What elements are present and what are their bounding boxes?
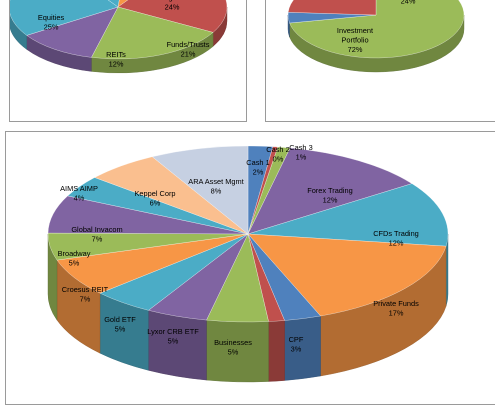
data-label-keppel-corp: Keppel Corp 6% [134, 189, 175, 208]
data-label-gold-etf: Gold ETF 5% [104, 315, 136, 334]
allocation-pie-top [287, 0, 465, 59]
pie-slice-reits [26, 6, 119, 58]
data-label-global-invacom: Global Invacom 7% [71, 225, 122, 244]
data-label-investment-portfolio: Investment Portfolio 72% [337, 26, 373, 54]
breakdown-pie-top [10, 0, 228, 60]
data-label-private-funds: Private Funds 17% [373, 299, 419, 318]
pie-slice-equities [10, 0, 119, 36]
pie-slice-funds-trusts [91, 6, 214, 60]
data-label-broadway: Broadway 5% [58, 249, 91, 268]
pie-side-segment [268, 320, 285, 382]
pie-slice-ara-asset-mgmt [151, 145, 249, 235]
data-label-cash-3: Cash 3 1% [289, 143, 312, 162]
pie-slice-cfds-trading [247, 183, 449, 247]
data-label-equities: Equities 25% [38, 13, 65, 32]
pie-slice-private-funds [247, 233, 447, 317]
chart-panel-investment-detail: Cash 1 2% Cash 2 0% Cash 3 1% Forex Trading 12%… [5, 131, 495, 405]
data-label-holding-assets: Holding Assets24% [148, 0, 197, 12]
data-label-cpf: CPF 3% [289, 335, 304, 354]
detail-data-labels: Cash 1 2%Cash 2 0%Cash 3 1% Forex Trading 12%… [58, 143, 420, 357]
data-label-funds-trusts: Funds/Trusts 21% [167, 40, 210, 59]
data-label-aims-aimp: AIMS AIMP 4% [60, 184, 98, 203]
pie-slice-segment-0 [107, 0, 120, 8]
data-label-lyxor-crb-etf: Lyxor CRB ETF 5% [147, 327, 199, 346]
data-label-ara-asset-mgmt: ARA Asset Mgmt 8% [188, 177, 243, 196]
pie-slice-holding-assets [117, 0, 228, 33]
data-label-croesus-reit: Croesus REIT 7% [62, 285, 109, 304]
data-label-forex-trading: Forex Trading 12% [307, 186, 353, 205]
breakdown-pie-side [10, 6, 228, 74]
pie-slice-investment-portfolio [289, 0, 465, 59]
pie-slice-forex-trading [247, 147, 413, 235]
pie-chart-investment-detail: Cash 1 2%Cash 2 0%Cash 3 1% Forex Trading 12%… [47, 143, 449, 383]
data-label-cash-1: Cash 1 2% [246, 158, 269, 177]
data-label-businesses: Businesses 5% [214, 338, 252, 357]
pie-slice-portfolio [288, 0, 377, 16]
data-label-cfds-trading: CFDs Trading 12% [373, 229, 419, 248]
data-label-cash-2: Cash 2 0% [266, 145, 289, 164]
data-label-portfolio: Portfolio24% [394, 0, 421, 6]
detail-pie-top [47, 145, 449, 323]
data-label-reits: REITs 12% [106, 50, 126, 69]
detail-pie-side [47, 233, 449, 383]
